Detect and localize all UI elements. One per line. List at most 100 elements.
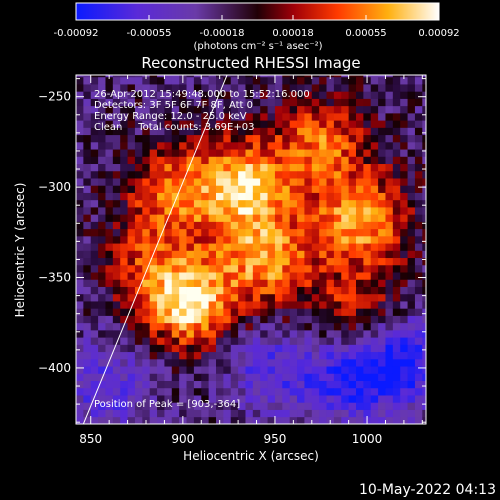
heatmap-cell (289, 84, 298, 92)
heatmap-cell (238, 250, 246, 259)
heatmap-cell (208, 351, 217, 360)
heatmap-cell (326, 250, 335, 259)
heatmap-cell (392, 235, 401, 244)
heatmap-cell (400, 351, 408, 360)
heatmap-cell (260, 409, 268, 418)
heatmap-cell (76, 134, 84, 143)
heatmap-cell (414, 301, 423, 309)
heatmap-cell (267, 192, 276, 201)
heatmap-cell (370, 293, 379, 302)
heatmap-cell (83, 402, 92, 410)
heatmap-cell (208, 358, 217, 367)
heatmap-cell (193, 402, 202, 410)
heatmap-cell (267, 178, 276, 186)
heatmap-cell (230, 373, 239, 382)
heatmap-cell (333, 170, 342, 179)
heatmap-cell (392, 243, 401, 251)
heatmap-cell (348, 380, 357, 389)
heatmap-cell (171, 409, 180, 418)
heatmap-cell (319, 185, 327, 193)
heatmap-cell (164, 120, 173, 128)
heatmap-cell (385, 192, 394, 201)
heatmap-cell (208, 192, 217, 201)
heatmap-cell (186, 279, 195, 287)
heatmap-cell (370, 279, 379, 287)
heatmap-cell (90, 149, 99, 157)
heatmap-cell (105, 243, 114, 251)
heatmap-cell (274, 366, 283, 374)
heatmap-cell (289, 344, 298, 353)
heatmap-cell (157, 127, 165, 136)
heatmap-cell (216, 120, 224, 128)
heatmap-cell (289, 264, 298, 273)
heatmap-cell (326, 279, 335, 287)
heatmap-cell (149, 228, 158, 237)
heatmap-cell (149, 170, 158, 179)
heatmap-cell (230, 402, 239, 410)
heatmap-cell (267, 76, 276, 85)
heatmap-cell (407, 329, 416, 338)
heatmap-cell (149, 76, 158, 85)
heatmap-cell (274, 207, 283, 215)
heatmap-cell (149, 156, 158, 165)
heatmap-cell (208, 235, 217, 244)
heatmap-cell (304, 337, 313, 345)
heatmap-cell (407, 75, 416, 78)
heatmap-cell (245, 76, 254, 85)
heatmap-cell (348, 395, 357, 403)
heatmap-cell (164, 235, 173, 244)
heatmap-cell (311, 235, 320, 244)
heatmap-cell (223, 207, 232, 215)
heatmap-cell (282, 214, 291, 222)
heatmap-cell (422, 156, 426, 165)
heatmap-cell (392, 185, 401, 193)
heatmap-cell (127, 127, 136, 136)
heatmap-cell (407, 178, 416, 186)
heatmap-cell (127, 221, 136, 230)
heatmap-cell (149, 272, 158, 280)
heatmap-cell (112, 402, 121, 410)
heatmap-cell (216, 337, 224, 345)
heatmap-cell (252, 380, 261, 389)
heatmap-cell (193, 156, 202, 165)
heatmap-cell (98, 329, 106, 338)
heatmap-cell (356, 75, 364, 78)
heatmap-cell (98, 366, 106, 374)
heatmap-cell (304, 156, 313, 165)
heatmap-cell (370, 192, 379, 201)
heatmap-cell (171, 163, 180, 172)
heatmap-cell (179, 279, 187, 287)
heatmap-cell (142, 141, 151, 150)
heatmap-cell (289, 149, 298, 157)
heatmap-cell (230, 250, 239, 259)
heatmap-cell (407, 250, 416, 259)
heatmap-cell (223, 228, 232, 237)
heatmap-cell (414, 156, 423, 165)
heatmap-cell (149, 134, 158, 143)
heatmap-cell (252, 185, 261, 193)
heatmap-cell (356, 199, 364, 208)
heatmap-cell (378, 235, 386, 244)
heatmap-cell (83, 272, 92, 280)
heatmap-cell (208, 308, 217, 316)
heatmap-cell (238, 156, 246, 165)
heatmap-cell (134, 141, 143, 150)
heatmap-cell (223, 141, 232, 150)
heatmap-cell (341, 243, 350, 251)
heatmap-cell (392, 315, 401, 324)
heatmap-cell (422, 293, 426, 302)
heatmap-cell (193, 243, 202, 251)
heatmap-cell (90, 395, 99, 403)
heatmap-cell (157, 250, 165, 259)
heatmap-cell (76, 170, 84, 179)
heatmap-cell (245, 301, 254, 309)
heatmap-cell (193, 286, 202, 295)
heatmap-cell (134, 272, 143, 280)
heatmap-cell (112, 134, 121, 143)
heatmap-cell (356, 286, 364, 295)
heatmap-cell (120, 344, 128, 353)
heatmap-cell (289, 315, 298, 324)
heatmap-cell (422, 178, 426, 186)
heatmap-cell (297, 250, 305, 259)
heatmap-cell (370, 228, 379, 237)
